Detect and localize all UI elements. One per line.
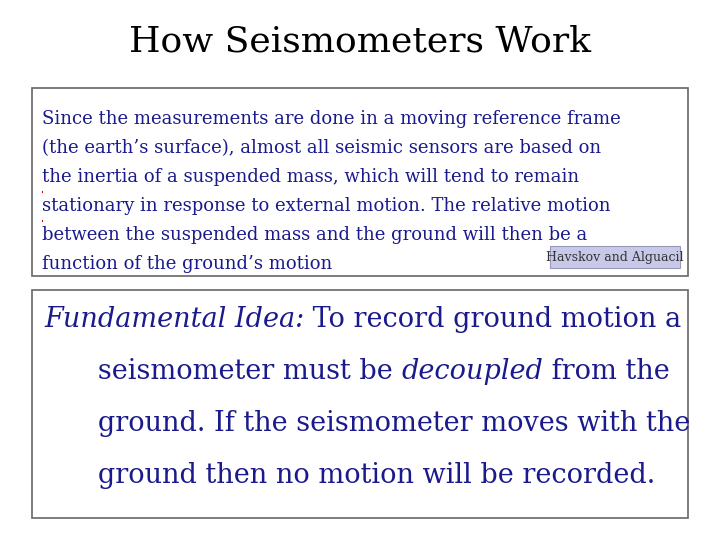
Text: How Seismometers Work: How Seismometers Work bbox=[129, 25, 591, 59]
Text: decoupled: decoupled bbox=[401, 358, 544, 385]
Text: the inertia of a suspended mass, which will tend to remain: the inertia of a suspended mass, which w… bbox=[42, 168, 579, 186]
Text: seismometer must be: seismometer must be bbox=[72, 358, 401, 385]
Text: function of the ground’s motion: function of the ground’s motion bbox=[42, 255, 332, 273]
Text: stationary in response to external motion. The relative motion: stationary in response to external motio… bbox=[42, 197, 611, 215]
Bar bbox=[32, 88, 688, 276]
Text: Havskov and Alguacil: Havskov and Alguacil bbox=[546, 251, 684, 264]
Bar bbox=[550, 246, 680, 268]
Text: between the suspended mass and the ground will then be a: between the suspended mass and the groun… bbox=[42, 226, 588, 244]
Text: To record ground motion a: To record ground motion a bbox=[305, 306, 682, 333]
Text: ground. If the seismometer moves with the: ground. If the seismometer moves with th… bbox=[72, 410, 690, 437]
Text: Fundamental Idea:: Fundamental Idea: bbox=[44, 306, 305, 333]
Text: (the earth’s surface), almost all seismic sensors are based on: (the earth’s surface), almost all seismi… bbox=[42, 139, 601, 157]
Text: from the: from the bbox=[544, 358, 670, 385]
Text: Since the measurements are done in a moving reference frame: Since the measurements are done in a mov… bbox=[42, 110, 621, 128]
Text: ground then no motion will be recorded.: ground then no motion will be recorded. bbox=[72, 462, 655, 489]
Bar bbox=[32, 290, 688, 518]
